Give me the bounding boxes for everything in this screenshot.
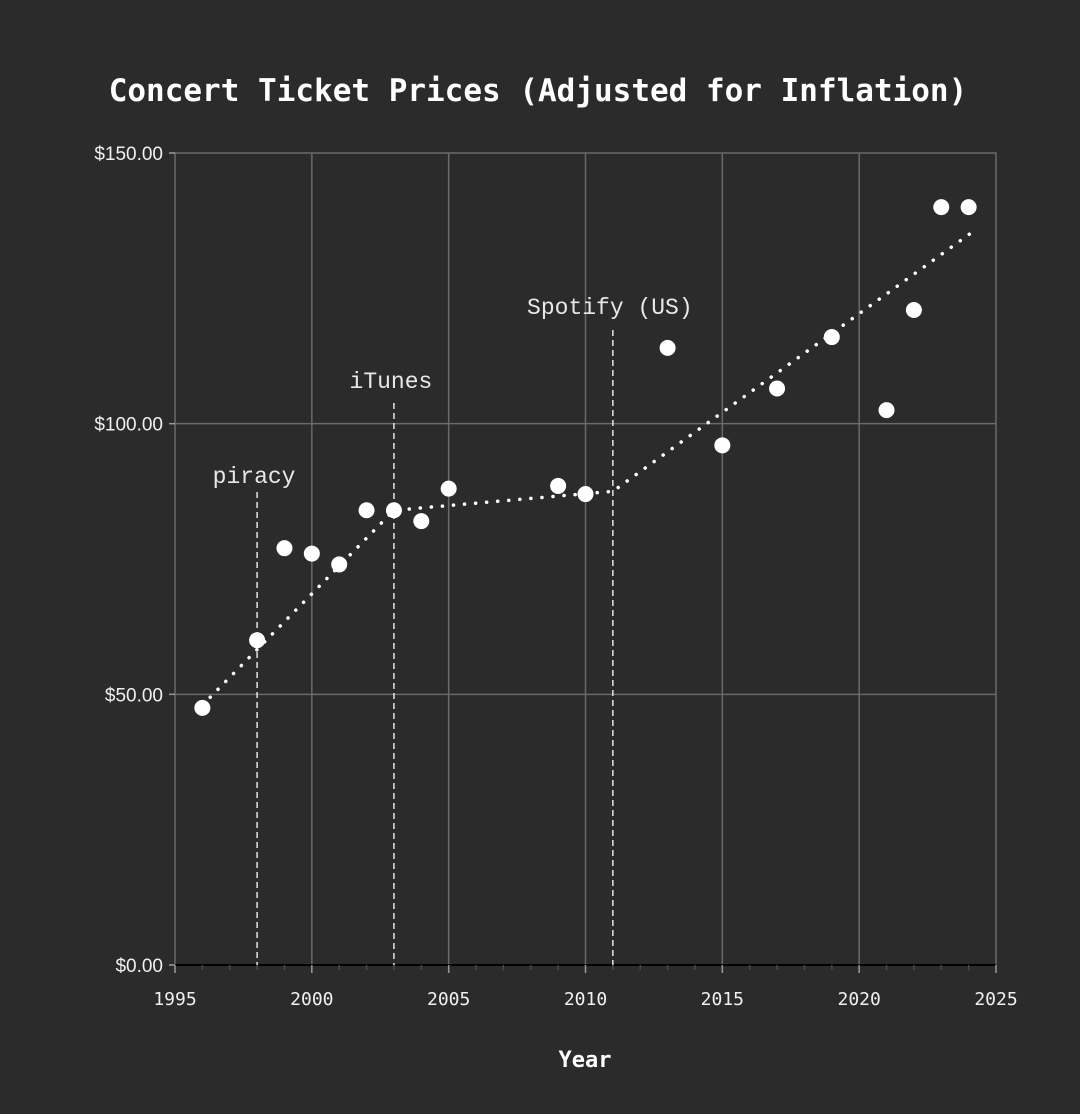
data-point bbox=[823, 329, 840, 346]
data-point bbox=[440, 480, 457, 497]
x-tick-label: 2025 bbox=[974, 989, 1017, 1010]
data-point bbox=[577, 486, 594, 503]
data-point bbox=[905, 301, 922, 318]
y-tick-label: $150.00 bbox=[94, 144, 163, 165]
data-point bbox=[194, 699, 211, 716]
y-tick-label: $50.00 bbox=[105, 685, 163, 706]
x-tick-label: 2010 bbox=[564, 989, 607, 1010]
x-axis-label: Year bbox=[559, 1048, 612, 1073]
data-point bbox=[550, 477, 567, 494]
data-point bbox=[303, 545, 320, 562]
grid-lines bbox=[174, 152, 997, 966]
data-point bbox=[714, 437, 731, 454]
annotation-label: piracy bbox=[213, 464, 296, 490]
data-point bbox=[960, 199, 977, 216]
data-point bbox=[331, 556, 348, 573]
data-point bbox=[659, 339, 676, 356]
x-tick-label: 2005 bbox=[427, 989, 470, 1010]
data-point bbox=[878, 402, 895, 419]
x-tick-label: 2000 bbox=[290, 989, 333, 1010]
axes: 1995 2000 2005 2010 2015 2020 2025 $0.00 $50.00 $… bbox=[94, 144, 1017, 1010]
data-point bbox=[358, 502, 375, 519]
data-point bbox=[249, 632, 266, 649]
data-point bbox=[933, 199, 950, 216]
annotations: piracy iTunes Spotify (US) bbox=[213, 295, 693, 965]
data-point bbox=[769, 380, 786, 397]
chart-title: Concert Ticket Prices (Adjusted for Infl… bbox=[109, 73, 968, 109]
data-points bbox=[194, 199, 977, 716]
data-point bbox=[413, 513, 430, 530]
annotation-label: iTunes bbox=[350, 369, 433, 395]
x-tick-label: 1995 bbox=[153, 989, 196, 1010]
x-tick-label: 2015 bbox=[701, 989, 744, 1010]
data-point bbox=[276, 540, 293, 557]
y-tick-label: $0.00 bbox=[115, 956, 163, 977]
annotation-label: Spotify (US) bbox=[527, 295, 693, 321]
data-point bbox=[385, 502, 402, 519]
y-tick-label: $100.00 bbox=[94, 415, 163, 436]
x-tick-label: 2020 bbox=[837, 989, 880, 1010]
